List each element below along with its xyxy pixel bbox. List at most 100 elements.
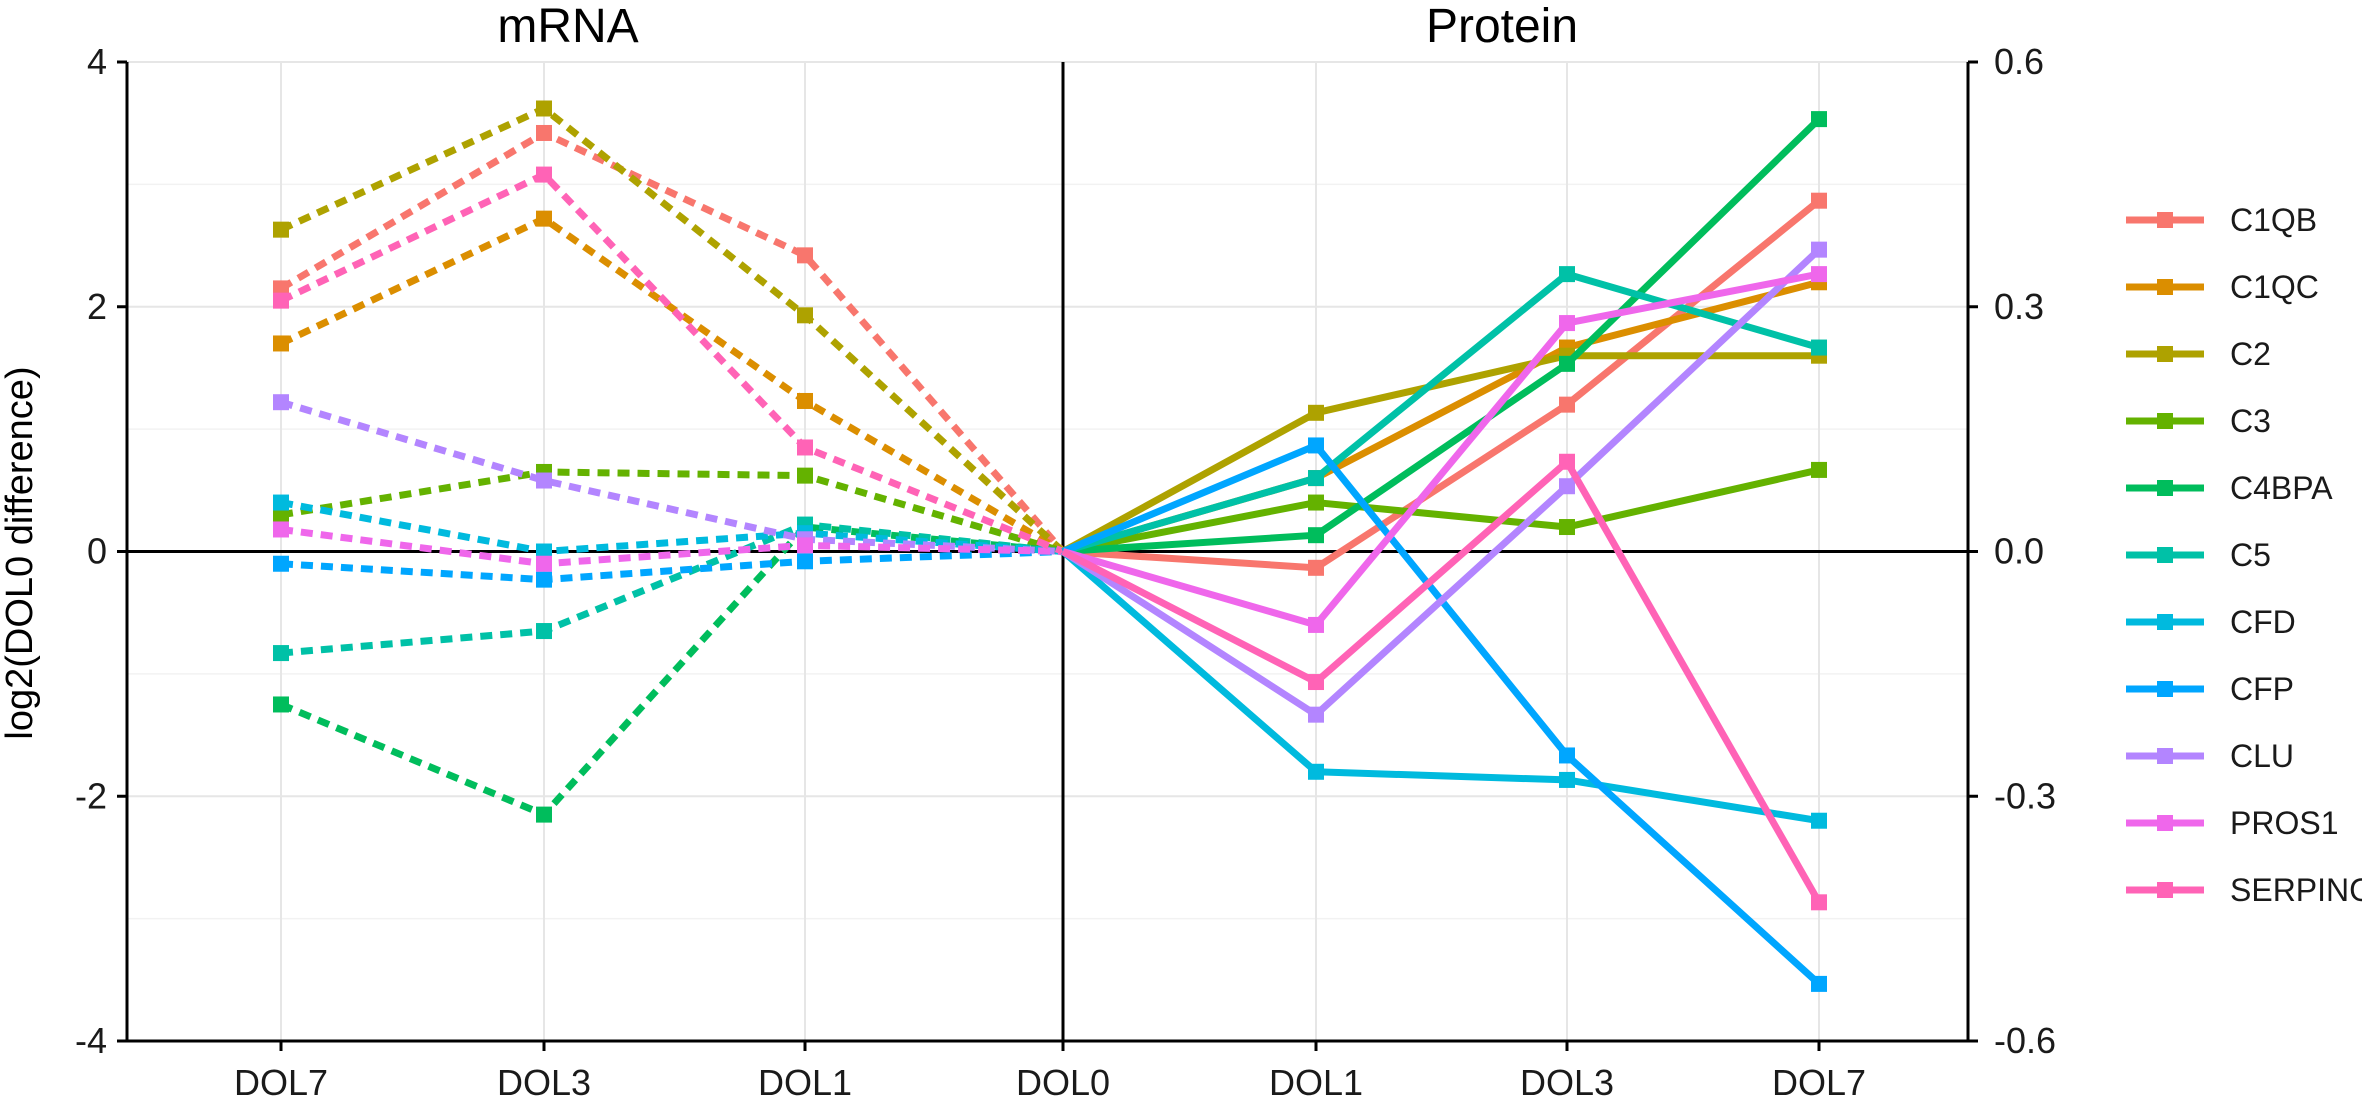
protein-line-pros1 <box>1062 270 1820 629</box>
mrna-line-c2 <box>279 105 1066 555</box>
protein-point-c5 <box>1559 266 1575 283</box>
mrna-point-c1qb <box>536 124 552 141</box>
protein-point-cfp <box>1308 437 1324 454</box>
mrna-point-c1qc <box>536 210 552 227</box>
mrna-point-c2 <box>273 221 289 238</box>
mrna-panel-title: mRNA <box>497 0 638 53</box>
legend-swatch-point <box>2157 815 2173 831</box>
mrna-line-cfp <box>280 548 1064 584</box>
mrna-point-c1qb <box>273 280 289 297</box>
mrna-point-c2 <box>536 100 552 117</box>
protein-point-clu <box>1559 478 1575 495</box>
mrna-line-c1qb <box>279 129 1066 554</box>
protein-point-cfp <box>1811 975 1827 992</box>
x-tick-label: DOL0 <box>1016 1062 1110 1103</box>
protein-point-cfp <box>1559 747 1575 764</box>
legend-label: C4BPA <box>2230 470 2333 506</box>
protein-point-c3 <box>1559 519 1575 536</box>
mrna-line-serping1 <box>279 171 1065 555</box>
mrna-point-c5 <box>536 623 552 640</box>
legend-label: CLU <box>2230 738 2294 774</box>
protein-point-clu <box>1308 706 1324 723</box>
protein-point-cfd <box>1811 812 1827 829</box>
right-y-tick-label: 0.3 <box>1994 286 2044 327</box>
legend-swatch-point <box>2157 614 2173 630</box>
legend-label: PROS1 <box>2230 805 2338 841</box>
protein-line-c2 <box>1061 352 1819 555</box>
protein-point-serping1 <box>1811 894 1827 911</box>
legend-label: SERPING1 <box>2230 872 2362 908</box>
protein-line-c3 <box>1062 466 1820 555</box>
mrna-point-serping1 <box>797 439 813 456</box>
left-y-tick-label: 0 <box>87 531 107 572</box>
legend-label: C5 <box>2230 537 2271 573</box>
legend-swatch-point <box>2157 212 2173 228</box>
right-y-tick-label: 0.0 <box>1994 531 2044 572</box>
protein-line-clu <box>1061 247 1822 719</box>
mrna-line-c3 <box>280 468 1064 555</box>
legend-swatch-point <box>2157 413 2173 429</box>
protein-line-serping1 <box>1061 458 1823 905</box>
protein-point-serping1 <box>1308 674 1324 691</box>
protein-line-c4bpa <box>1062 116 1822 555</box>
mrna-point-c4bpa <box>273 696 289 713</box>
mrna-point-pros1 <box>273 521 289 538</box>
mrna-point-clu <box>536 472 552 489</box>
protein-point-c5 <box>1308 470 1324 487</box>
mrna-point-c4bpa <box>536 806 552 823</box>
left-y-tick-label: -2 <box>75 775 107 816</box>
y-axis-title: log2(DOL0 difference) <box>0 366 41 739</box>
protein-point-cfd <box>1559 771 1575 788</box>
mrna-point-clu <box>273 394 289 411</box>
right-y-tick-label: -0.6 <box>1994 1020 2056 1061</box>
legend-label: CFD <box>2230 604 2296 640</box>
legend-swatch-point <box>2157 882 2173 898</box>
x-tick-label: DOL3 <box>1520 1062 1614 1103</box>
legend-swatch-point <box>2157 279 2173 295</box>
mrna-point-c3 <box>797 467 813 484</box>
legend-label: CFP <box>2230 671 2294 707</box>
legend-label: C1QB <box>2230 202 2317 238</box>
protein-point-c4bpa <box>1559 355 1575 372</box>
mrna-point-pros1 <box>536 555 552 572</box>
protein-point-c2 <box>1308 404 1324 421</box>
protein-line-c1qc <box>1062 278 1820 555</box>
protein-point-c5 <box>1811 339 1827 356</box>
mrna-point-cfd <box>273 494 289 511</box>
legend-swatch-point <box>2157 480 2173 496</box>
mrna-line-c4bpa <box>279 523 1064 819</box>
protein-point-pros1 <box>1559 315 1575 332</box>
protein-point-pros1 <box>1811 266 1827 283</box>
protein-point-c1qb <box>1559 396 1575 413</box>
mrna-point-c3 <box>273 506 289 523</box>
grid-layer <box>127 61 1968 1042</box>
mrna-point-c5 <box>273 645 289 662</box>
protein-point-c1qb <box>1308 559 1324 576</box>
left-y-tick-label: -4 <box>75 1020 107 1061</box>
right-y-tick-label: 0.6 <box>1994 41 2044 82</box>
mrna-point-pros1 <box>797 537 813 554</box>
protein-line-cfd <box>1060 548 1820 825</box>
legend-swatch-point <box>2157 748 2173 764</box>
protein-point-c4bpa <box>1811 111 1827 128</box>
labels-layer: mRNA Protein log2(DOL0 difference) <box>0 0 1578 740</box>
x-tick-label: DOL7 <box>1772 1062 1866 1103</box>
legend-swatch-point <box>2157 547 2173 563</box>
protein-point-serping1 <box>1559 453 1575 470</box>
ticks-layer: 4 2 0 -2 -4 0.6 0.3 0.0 -0.3 -0.6 DOL7 DOL3 DOL1 DOL0… <box>75 41 2056 1103</box>
x-tick-label: DOL1 <box>758 1062 852 1103</box>
legend: C1QB C1QC C2 C3 C4BPA C5 CFD CFP CLU PROS1 SERPING… <box>2126 202 2362 908</box>
mrna-point-c1qb <box>797 247 813 264</box>
series-layer <box>273 100 1827 992</box>
protein-point-c1qb <box>1811 192 1827 209</box>
protein-point-pros1 <box>1308 616 1324 633</box>
x-tick-label: DOL3 <box>497 1062 591 1103</box>
legend-label: C2 <box>2230 336 2271 372</box>
protein-line-c1qb <box>1062 197 1822 572</box>
protein-line-c5 <box>1062 270 1820 555</box>
mrna-point-cfp <box>797 553 813 570</box>
protein-panel-title: Protein <box>1426 0 1578 53</box>
protein-point-c3 <box>1308 494 1324 511</box>
mrna-line-c5 <box>280 521 1064 657</box>
